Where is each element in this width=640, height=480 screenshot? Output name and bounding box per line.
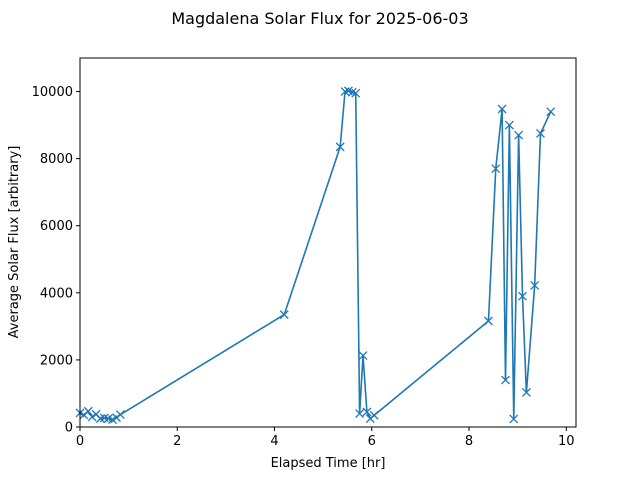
- x-tick-label: 4: [270, 434, 278, 449]
- data-point: [340, 87, 350, 97]
- data-point: [115, 410, 125, 420]
- data-point: [355, 409, 365, 419]
- data-point: [509, 414, 519, 424]
- data-point: [351, 88, 361, 98]
- x-tick-label: 10: [558, 434, 575, 449]
- data-point: [514, 130, 524, 140]
- data-point: [521, 387, 531, 397]
- data-point: [491, 164, 501, 174]
- data-point: [83, 406, 93, 416]
- chart-title: Magdalena Solar Flux for 2025-06-03: [171, 9, 468, 28]
- data-point: [87, 412, 97, 422]
- x-tick-label: 6: [368, 434, 376, 449]
- series-line: [79, 90, 552, 421]
- data-point: [484, 316, 493, 326]
- y-tick-label: 6000: [40, 219, 73, 234]
- y-tick-label: 0: [65, 421, 73, 436]
- y-tick-label: 10000: [32, 85, 73, 100]
- data-point: [335, 142, 345, 152]
- data-point: [501, 375, 510, 385]
- data-point: [279, 310, 289, 320]
- data-point: [358, 351, 368, 361]
- axes: 0 2 4 6 8 10 0 2000 4000 6000 8000 10000: [32, 57, 577, 449]
- x-tick-label: 2: [173, 434, 181, 449]
- data-point: [497, 104, 507, 114]
- y-axis-title: Average Solar Flux [arbitrary]: [7, 146, 22, 339]
- data-point: [536, 129, 545, 138]
- data-marks: [75, 86, 556, 425]
- y-tick-label: 2000: [40, 353, 73, 368]
- x-tick-label: 8: [465, 434, 473, 449]
- data-point: [504, 120, 514, 130]
- y-tick-label: 8000: [40, 152, 73, 167]
- data-point: [546, 107, 556, 117]
- data-point: [362, 407, 372, 417]
- plot-frame: [79, 57, 577, 428]
- data-point: [518, 291, 527, 301]
- data-point: [369, 410, 379, 420]
- data-point: [347, 87, 357, 97]
- x-axis-title: Elapsed Time [hr]: [271, 456, 386, 471]
- data-point: [530, 280, 540, 290]
- y-tick-label: 4000: [40, 286, 73, 301]
- x-tick-label: 0: [76, 434, 84, 449]
